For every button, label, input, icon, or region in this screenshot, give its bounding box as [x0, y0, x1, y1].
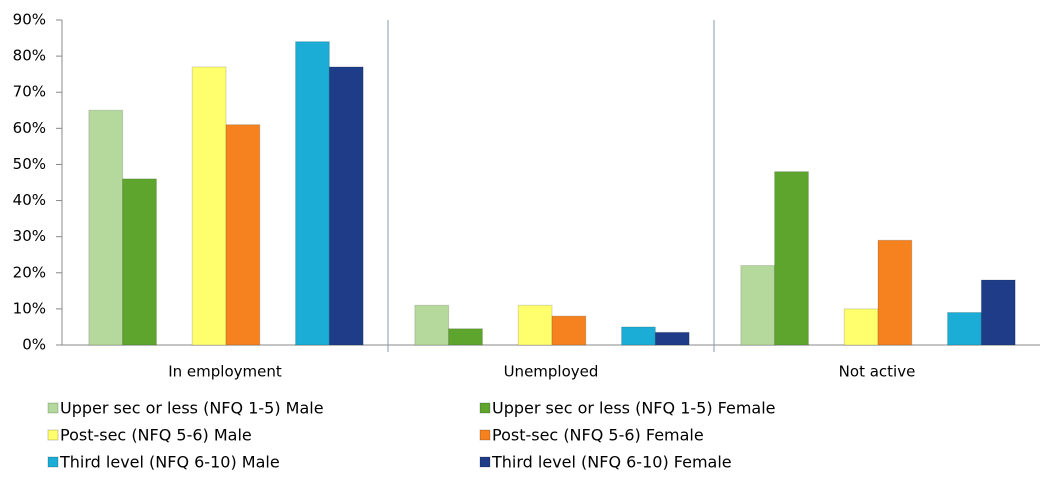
legend-swatch — [479, 456, 491, 468]
legend-swatch — [47, 456, 59, 468]
y-tick-label: 50% — [13, 155, 46, 173]
y-tick-label: 60% — [13, 119, 46, 137]
legend-swatch — [479, 429, 491, 441]
y-tick-label: 30% — [13, 227, 46, 245]
bar — [774, 171, 809, 346]
legend-label: Post-sec (NFQ 5-6) Male — [60, 426, 252, 445]
x-tick-label: In employment — [168, 363, 282, 381]
bar — [621, 326, 656, 346]
y-tick-label: 0% — [22, 336, 46, 354]
bar — [843, 308, 879, 346]
legend-label: Third level (NFQ 6-10) Female — [491, 453, 732, 472]
bar — [517, 304, 553, 346]
bar — [328, 66, 364, 346]
legend-label: Post-sec (NFQ 5-6) Female — [492, 426, 704, 445]
y-tick-label: 80% — [13, 47, 46, 65]
legend-label: Upper sec or less (NFQ 1-5) Female — [492, 399, 776, 418]
bar — [740, 265, 776, 346]
legend-swatch — [479, 402, 491, 414]
bar — [551, 315, 587, 346]
bar — [448, 328, 483, 346]
bar — [122, 178, 157, 346]
x-tick-label: Not active — [839, 363, 916, 381]
legend-swatch — [47, 429, 59, 441]
x-tick-label: Unemployed — [504, 363, 599, 381]
bar — [877, 239, 913, 346]
bar — [225, 124, 261, 346]
bar — [980, 279, 1016, 346]
y-tick-label: 10% — [13, 299, 46, 317]
legend-label: Upper sec or less (NFQ 1-5) Male — [60, 399, 324, 418]
bar — [414, 304, 450, 346]
y-tick-label: 70% — [13, 83, 46, 101]
bar — [947, 312, 982, 346]
bar — [654, 331, 690, 346]
bar — [88, 109, 124, 346]
bar — [295, 41, 330, 346]
y-tick-label: 20% — [13, 263, 46, 281]
bar — [191, 66, 227, 346]
y-tick-label: 90% — [13, 11, 46, 29]
y-tick-label: 40% — [13, 191, 46, 209]
legend-swatch — [47, 402, 59, 414]
legend-label: Third level (NFQ 6-10) Male — [59, 453, 280, 472]
